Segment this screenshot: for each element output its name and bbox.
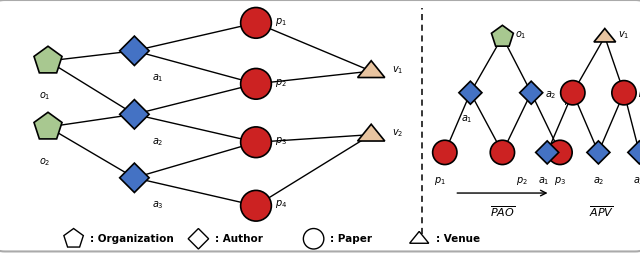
Text: $a_2$: $a_2$ (593, 175, 604, 187)
Polygon shape (492, 25, 513, 46)
Text: $a_2$: $a_2$ (545, 89, 557, 101)
Ellipse shape (548, 140, 572, 165)
Text: : Paper: : Paper (330, 234, 372, 244)
Text: $p_1$: $p_1$ (564, 95, 575, 107)
Text: $p_2$: $p_2$ (516, 175, 528, 187)
Polygon shape (120, 100, 149, 129)
Text: $\overline{PAO}$: $\overline{PAO}$ (490, 204, 515, 219)
Ellipse shape (241, 127, 271, 157)
Polygon shape (459, 81, 482, 104)
Ellipse shape (612, 81, 636, 105)
Text: $a_1$: $a_1$ (461, 113, 473, 125)
Text: $a_3$: $a_3$ (152, 199, 164, 211)
Text: $p_3$: $p_3$ (554, 175, 566, 187)
Ellipse shape (490, 140, 515, 165)
Ellipse shape (433, 140, 457, 165)
Text: $\overline{APV}$: $\overline{APV}$ (589, 204, 614, 219)
Polygon shape (120, 36, 149, 66)
Text: $o_2$: $o_2$ (39, 156, 51, 168)
Text: : Organization: : Organization (90, 234, 174, 244)
Polygon shape (520, 81, 543, 104)
Text: : Venue: : Venue (436, 234, 480, 244)
Text: $v_1$: $v_1$ (618, 30, 629, 41)
Polygon shape (594, 28, 616, 42)
Text: $p_1$: $p_1$ (275, 15, 287, 28)
Text: $p_2$: $p_2$ (638, 87, 640, 99)
Text: $a_1$: $a_1$ (152, 72, 164, 84)
Text: $a_1$: $a_1$ (538, 175, 550, 187)
Text: $v_1$: $v_1$ (392, 64, 403, 76)
Polygon shape (358, 124, 385, 141)
Ellipse shape (561, 81, 585, 105)
Polygon shape (587, 141, 610, 164)
Text: $v_2$: $v_2$ (392, 128, 403, 139)
Text: $p_1$: $p_1$ (434, 175, 445, 187)
Text: $o_1$: $o_1$ (39, 90, 51, 102)
Text: $p_3$: $p_3$ (275, 135, 287, 147)
Polygon shape (536, 141, 559, 164)
Ellipse shape (241, 69, 271, 99)
Text: $a_3$: $a_3$ (634, 175, 640, 187)
Text: $o_1$: $o_1$ (515, 30, 527, 41)
Polygon shape (34, 46, 62, 73)
Text: : Author: : Author (215, 234, 263, 244)
Ellipse shape (241, 190, 271, 221)
Text: $p_2$: $p_2$ (275, 76, 287, 89)
Polygon shape (628, 141, 640, 164)
Polygon shape (34, 112, 62, 139)
Ellipse shape (241, 8, 271, 38)
Text: $p_4$: $p_4$ (275, 198, 287, 211)
Polygon shape (120, 163, 149, 193)
Polygon shape (358, 61, 385, 77)
Text: $a_2$: $a_2$ (152, 136, 164, 148)
